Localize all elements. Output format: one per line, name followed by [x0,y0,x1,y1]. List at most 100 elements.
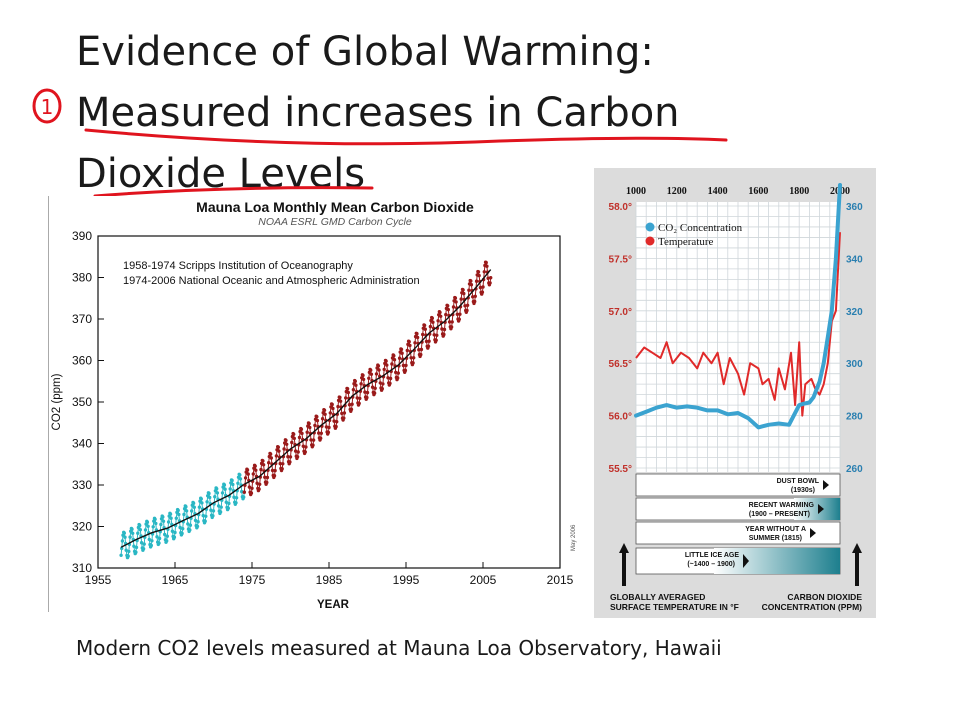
data-point [407,340,411,344]
data-point [384,359,388,363]
side-note: May 2006 [571,524,577,551]
data-point [442,327,447,332]
data-point [353,379,357,383]
data-point [315,418,320,423]
data-point [350,402,354,406]
data-point [338,399,343,403]
data-point [120,539,125,543]
data-point [265,480,269,485]
period-label: SUMMER (1815) [749,535,802,542]
data-point [143,528,148,532]
data-point [249,491,254,495]
period-label: (1900 – PRESENT) [749,511,810,518]
data-point [242,495,246,499]
legend-temp-marker [645,236,655,246]
data-point [478,285,483,290]
data-point [359,382,363,386]
period-label: LITTLE ICE AGE [685,552,740,559]
left-axis-label-2: SURFACE TEMPERATURE IN °F [610,602,739,612]
right-tick-label: 280 [846,412,863,423]
data-point [467,288,471,292]
data-point [199,497,203,501]
data-point [446,304,450,308]
data-point [132,544,136,548]
data-point [269,456,273,460]
data-point [408,343,412,348]
data-point [455,312,459,316]
data-point [216,504,221,508]
data-point [435,333,439,337]
data-point [432,333,436,337]
data-point [332,419,336,423]
data-point [330,402,334,407]
data-point [328,411,332,415]
axis-arrows [619,543,862,586]
data-point [458,312,462,316]
data-point [128,535,132,539]
data-point [422,323,427,328]
data-point [265,475,270,480]
data-point [351,388,356,392]
data-point [438,310,442,315]
data-point [489,276,493,280]
data-point [290,440,294,445]
left-tick-label: 56.0° [609,412,632,423]
data-point [307,421,311,426]
data-point [270,468,275,473]
data-point [357,401,361,406]
data-point [319,436,323,440]
data-point [231,482,235,487]
data-point [342,416,346,420]
data-point [218,510,223,514]
slide-title: Evidence of Global Warming: Measured inc… [76,22,776,205]
data-point [176,508,180,513]
data-point [141,547,146,551]
data-point [274,454,279,458]
x-tick-label: 1600 [748,186,768,197]
data-point [215,491,220,495]
data-point [399,347,404,352]
data-point [354,383,358,387]
data-point [388,376,393,381]
data-point [230,478,234,483]
data-point [254,468,258,472]
data-point [397,356,402,360]
data-point [195,524,200,529]
data-point [208,495,212,500]
data-point [207,491,211,496]
data-point [234,501,238,505]
co2-line [634,183,842,430]
data-point [355,396,359,400]
legend-co2-marker [645,222,655,232]
data-point [427,339,431,343]
right-tick-label: 300 [846,359,863,370]
data-point [403,368,408,373]
data-point [297,435,302,440]
period-fill [794,498,840,520]
y-tick-label: 380 [72,271,92,285]
data-point [213,495,217,499]
data-point [242,490,246,494]
data-point [147,537,151,542]
legend-temp: Temperature [658,236,714,248]
data-point [311,443,315,447]
data-point [243,483,247,487]
data-point [376,364,381,368]
data-point [382,367,386,372]
data-point [142,542,146,546]
data-point [405,348,409,353]
data-point [127,549,131,554]
data-point [476,270,481,274]
y-axis-label: CO2 (ppm) [51,373,63,430]
annotation-scripps: 1958-1974 Scripps Institution of Oceanog… [123,260,353,272]
x-tick-label: 1985 [316,573,343,587]
data-point [436,319,440,323]
data-point [166,520,171,524]
data-point [462,291,466,296]
data-point [309,438,313,442]
data-point [250,486,254,490]
data-point [304,445,308,449]
annotation-circle [32,88,62,124]
data-point [284,438,288,443]
data-point [201,513,205,518]
